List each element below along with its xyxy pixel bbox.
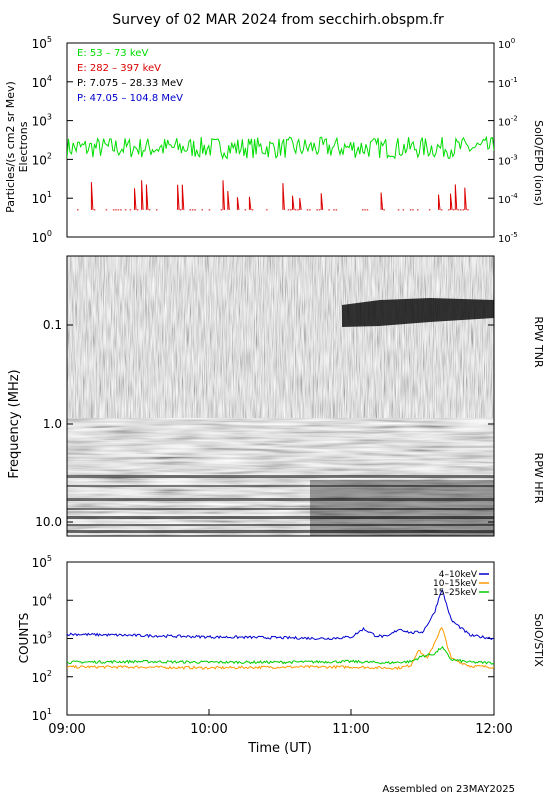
epd-ytick-label: 101 (32, 190, 52, 206)
rpw-tnr-label: RPW TNR (532, 316, 545, 368)
rpw-hfr-label: RPW HFR (532, 453, 545, 504)
stix-ylabel: COUNTS (17, 613, 31, 664)
epd-series (67, 135, 494, 211)
epd-legend-e-low: E: 53 – 73 keV (77, 48, 148, 59)
epd-ylabel-electrons: Electrons (17, 121, 30, 172)
rpw-ytick-0-1: 0.1 (43, 318, 62, 332)
epd-legend-p-low: P: 7.075 – 28.33 MeV (77, 78, 183, 89)
epd-legend-e-high: E: 282 – 397 keV (77, 63, 161, 74)
stix-legend-15-25: 15–25keV (433, 588, 478, 598)
footer-assembled: Assembled on 23MAY2025 (382, 784, 515, 795)
figure-title: Survey of 02 MAR 2024 from secchirh.obsp… (112, 12, 444, 28)
epd-legend-p-high: P: 47.05 – 104.8 MeV (77, 93, 183, 104)
rpw-dark-band (342, 298, 494, 327)
epd-y2tick-label: 100 (498, 37, 515, 51)
stix-series-10-15 (67, 627, 494, 671)
epd-y2tick-label: 10-4 (498, 192, 518, 206)
xtick-1200: 12:00 (475, 722, 512, 737)
rpw-panel: 0.1 1.0 10.0 Frequency (MHz) RPW TNR RPW… (7, 255, 545, 537)
xtick-0900: 09:00 (48, 722, 85, 737)
stix-legend-4-10: 4–10keV (439, 570, 478, 580)
epd-ylabel: Particles/(s cm2 sr Mev) (4, 81, 17, 213)
epd-y2tick-label: 10-3 (498, 153, 518, 167)
epd-ytick-label: 104 (32, 74, 52, 90)
stix-ytick-label: 105 (32, 554, 52, 570)
rpw-ytick-10-0: 10.0 (35, 515, 62, 529)
stix-ytick-label: 103 (32, 631, 52, 647)
stix-ytick-label: 102 (32, 669, 52, 685)
xtick-1000: 10:00 (190, 722, 227, 737)
epd-y2tick-label: 10-2 (498, 115, 518, 129)
epd-ytick-label: 103 (32, 113, 52, 129)
stix-legend: 4–10keV 10–15keV 15–25keV (433, 570, 489, 598)
epd-series-e-high (77, 180, 469, 211)
epd-ytick-label: 100 (32, 229, 52, 245)
stix-series (67, 589, 494, 671)
stix-ytick-label: 101 (32, 707, 52, 723)
rpw-tnr-spectrogram (67, 256, 494, 418)
stix-frame (66, 561, 495, 716)
epd-ytick-label: 105 (32, 35, 52, 51)
epd-y2tick-label: 10-5 (498, 231, 518, 245)
stix-series-4-10 (67, 589, 494, 641)
rpw-ylabel: Frequency (MHz) (7, 369, 22, 478)
xtick-1100: 11:00 (332, 722, 369, 737)
stix-y-ticks: 101 102 103 104 105 (32, 554, 494, 723)
epd-frame (66, 42, 495, 238)
epd-legend: E: 53 – 73 keV E: 282 – 397 keV P: 7.075… (77, 48, 183, 104)
stix-right-label: SolO/STIX (532, 613, 545, 667)
stix-ytick-label: 104 (32, 592, 52, 608)
epd-series-e-low (67, 135, 494, 161)
x-axis-label: Time (UT) (247, 741, 312, 756)
stix-series-15-25 (67, 646, 494, 665)
rpw-frame (66, 255, 495, 537)
rpw-ytick-1-0: 1.0 (43, 417, 62, 431)
epd-ytick-label: 102 (32, 151, 52, 167)
x-axis-ticks: 09:00 10:00 11:00 12:00 (48, 709, 513, 737)
epd-right-label: SolO/EPD (ions) (532, 120, 545, 206)
rpw-hfr-dark-region (310, 480, 494, 536)
rpw-hfr-stripes (67, 475, 494, 533)
stix-panel: 101 102 103 104 105 4–10keV 10–15keV 15–25ke… (17, 554, 545, 756)
epd-panel: 100 10-5 101 10-4 102 10-3 103 10-2 104 10-1 105 10… (4, 35, 545, 245)
stix-legend-10-15: 10–15keV (433, 579, 478, 589)
epd-y2tick-label: 10-1 (498, 76, 518, 90)
